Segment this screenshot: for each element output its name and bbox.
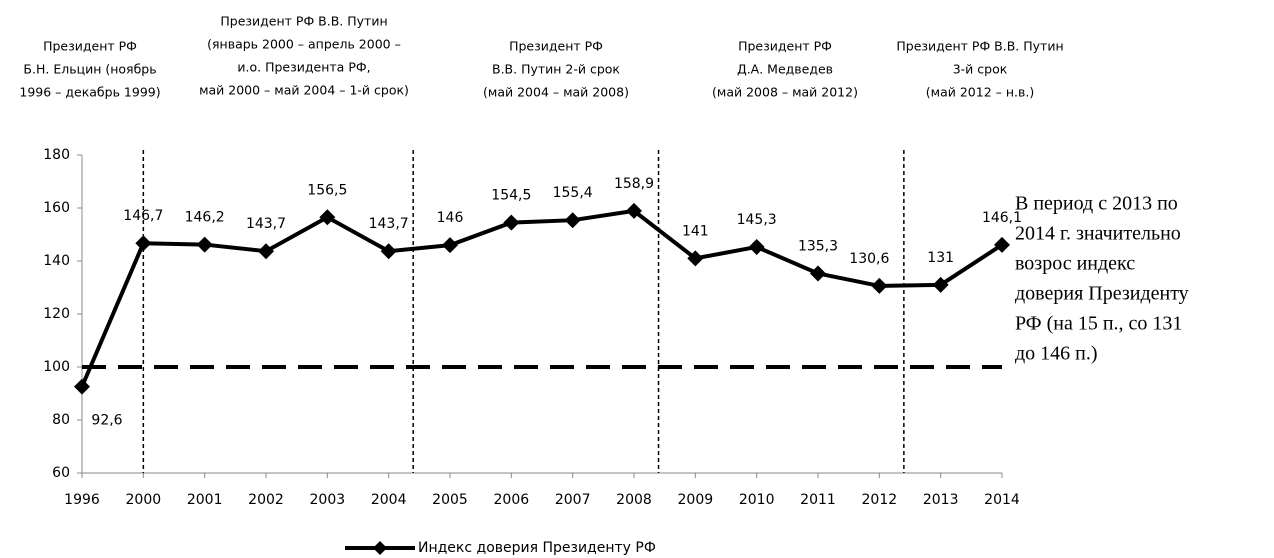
- period-label: 1996 – декабрь 1999): [19, 85, 160, 100]
- x-tick-label: 2008: [616, 492, 652, 508]
- data-label: 156,5: [307, 182, 347, 198]
- period-label: В.В. Путин 2-й срок: [492, 62, 620, 77]
- note-text: РФ (на 15 п., со 131: [1015, 313, 1182, 335]
- x-tick-label: 2013: [923, 492, 959, 508]
- data-label: 154,5: [491, 188, 531, 204]
- marker: [810, 265, 826, 282]
- y-tick-label: 120: [43, 306, 70, 322]
- marker: [319, 209, 336, 226]
- data-label: 135,3: [798, 238, 838, 254]
- data-label: 158,9: [614, 176, 654, 192]
- note-text: доверия Президенту: [1015, 283, 1189, 305]
- note-text: 2014 г. значительно: [1015, 223, 1181, 245]
- x-tick-label: 2001: [187, 492, 223, 508]
- x-tick-label: 2009: [678, 492, 714, 508]
- data-label: 143,7: [246, 216, 286, 232]
- data-label: 143,7: [369, 216, 409, 232]
- marker: [687, 250, 704, 267]
- period-label: май 2000 – май 2004 – 1-й срок): [199, 83, 409, 98]
- marker: [258, 243, 274, 260]
- period-label: Президент РФ: [509, 39, 603, 54]
- data-label: 146,1: [982, 210, 1022, 226]
- marker: [748, 238, 765, 255]
- period-label: Президент РФ: [738, 39, 832, 54]
- legend-label: Индекс доверия Президенту РФ: [418, 540, 656, 556]
- x-tick-label: 2011: [800, 492, 836, 508]
- period-label: Президент РФ В.В. Путин: [220, 14, 387, 29]
- data-label: 146: [437, 210, 464, 226]
- y-tick-label: 140: [43, 253, 70, 269]
- y-tick-label: 80: [52, 412, 70, 428]
- note-text: В период с 2013 по: [1015, 193, 1178, 215]
- marker: [135, 235, 152, 252]
- marker: [503, 214, 520, 231]
- marker: [932, 276, 949, 293]
- period-label: и.о. Президента РФ,: [237, 60, 370, 75]
- x-tick-label: 2003: [310, 492, 346, 508]
- x-tick-label: 2012: [862, 492, 898, 508]
- x-tick-label: 2014: [984, 492, 1020, 508]
- marker: [871, 277, 888, 294]
- x-tick-label: 2004: [371, 492, 407, 508]
- x-tick-label: 2000: [126, 492, 162, 508]
- marker: [196, 236, 213, 253]
- period-label: Д.А. Медведев: [737, 62, 833, 77]
- data-label: 141: [682, 223, 709, 239]
- marker: [74, 378, 90, 395]
- marker: [380, 243, 397, 260]
- y-tick-label: 100: [43, 359, 70, 375]
- marker: [626, 202, 642, 219]
- y-tick-label: 180: [43, 147, 70, 163]
- period-label: Б.Н. Ельцин (ноябрь: [23, 62, 156, 77]
- data-label: 92,6: [91, 413, 122, 429]
- data-label: 130,6: [849, 251, 889, 267]
- data-label: 155,4: [553, 185, 593, 201]
- marker: [994, 236, 1010, 253]
- marker: [564, 212, 581, 229]
- period-label: (январь 2000 – апрель 2000 –: [207, 37, 401, 52]
- data-label: 146,7: [123, 208, 163, 224]
- x-tick-label: 2002: [248, 492, 284, 508]
- x-tick-label: 2005: [432, 492, 468, 508]
- y-tick-label: 60: [52, 465, 70, 481]
- note-text: до 146 п.): [1015, 343, 1098, 365]
- series-line: [80, 208, 1004, 388]
- legend-marker: [373, 541, 387, 555]
- x-tick-label: 2006: [494, 492, 530, 508]
- x-tick-label: 2007: [555, 492, 591, 508]
- marker: [442, 237, 458, 254]
- data-label: 146,2: [185, 210, 225, 226]
- period-label: (май 2004 – май 2008): [483, 85, 629, 100]
- period-label: (май 2008 – май 2012): [712, 85, 858, 100]
- period-label: Президент РФ В.В. Путин: [896, 39, 1063, 54]
- x-tick-label: 2010: [739, 492, 775, 508]
- period-label: Президент РФ: [43, 39, 137, 54]
- period-label: (май 2012 – н.в.): [926, 85, 1034, 100]
- data-label: 145,3: [737, 212, 777, 228]
- x-tick-label: 1996: [64, 492, 100, 508]
- period-label: 3-й срок: [953, 62, 1008, 77]
- data-label: 131: [927, 250, 954, 266]
- y-tick-label: 160: [43, 200, 70, 216]
- note-text: возрос индекс: [1015, 253, 1135, 275]
